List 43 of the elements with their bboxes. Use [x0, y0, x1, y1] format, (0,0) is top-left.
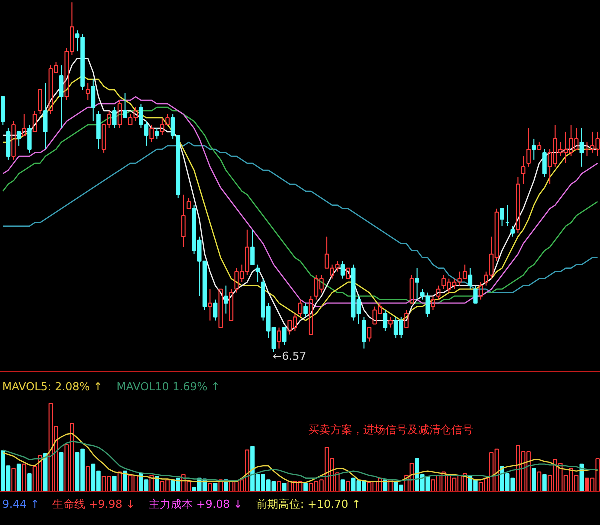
bar — [59, 452, 64, 492]
bar — [532, 468, 536, 492]
bar — [22, 464, 27, 492]
bar — [28, 473, 32, 492]
bar — [282, 483, 287, 492]
candlestick — [224, 285, 228, 314]
candlestick — [86, 82, 90, 102]
candlestick — [43, 82, 48, 150]
bar — [16, 464, 22, 492]
candlestick — [208, 288, 212, 322]
text: 前期高位: +10.70 ↑ — [256, 498, 362, 511]
bar — [123, 470, 128, 492]
bar — [118, 472, 122, 492]
annotation: ←6.57 — [272, 350, 307, 363]
bar — [208, 483, 212, 492]
bar — [86, 466, 90, 492]
bar — [150, 475, 154, 492]
text: MAVOL10 1.69% ↑ — [116, 380, 220, 394]
bar — [388, 480, 393, 492]
text: 生命线 +9.98 ↓ — [52, 498, 136, 511]
bar — [346, 481, 350, 492]
text: 主力成本 +9.08 ↓ — [148, 498, 243, 511]
candlestick — [580, 128, 584, 168]
candlestick — [91, 79, 96, 122]
bar — [537, 472, 542, 492]
text: 9.44 ↑ — [2, 498, 40, 511]
bar — [542, 474, 547, 492]
bar — [218, 480, 223, 492]
bar — [112, 476, 117, 492]
bar — [304, 483, 308, 492]
bar — [277, 481, 282, 492]
bar — [12, 468, 16, 492]
candlestick — [415, 268, 420, 300]
candlestick — [59, 65, 64, 129]
candlestick — [521, 156, 526, 185]
annotation: 买卖方案，进场信号及减清仓信号 — [308, 423, 474, 436]
bar — [340, 480, 346, 492]
candlestick — [182, 194, 186, 248]
bar — [43, 453, 48, 492]
bar — [213, 483, 218, 492]
candlestick — [532, 138, 536, 160]
bar — [154, 476, 160, 492]
text: MAVOL5: 2.08% ↑ — [2, 380, 103, 394]
